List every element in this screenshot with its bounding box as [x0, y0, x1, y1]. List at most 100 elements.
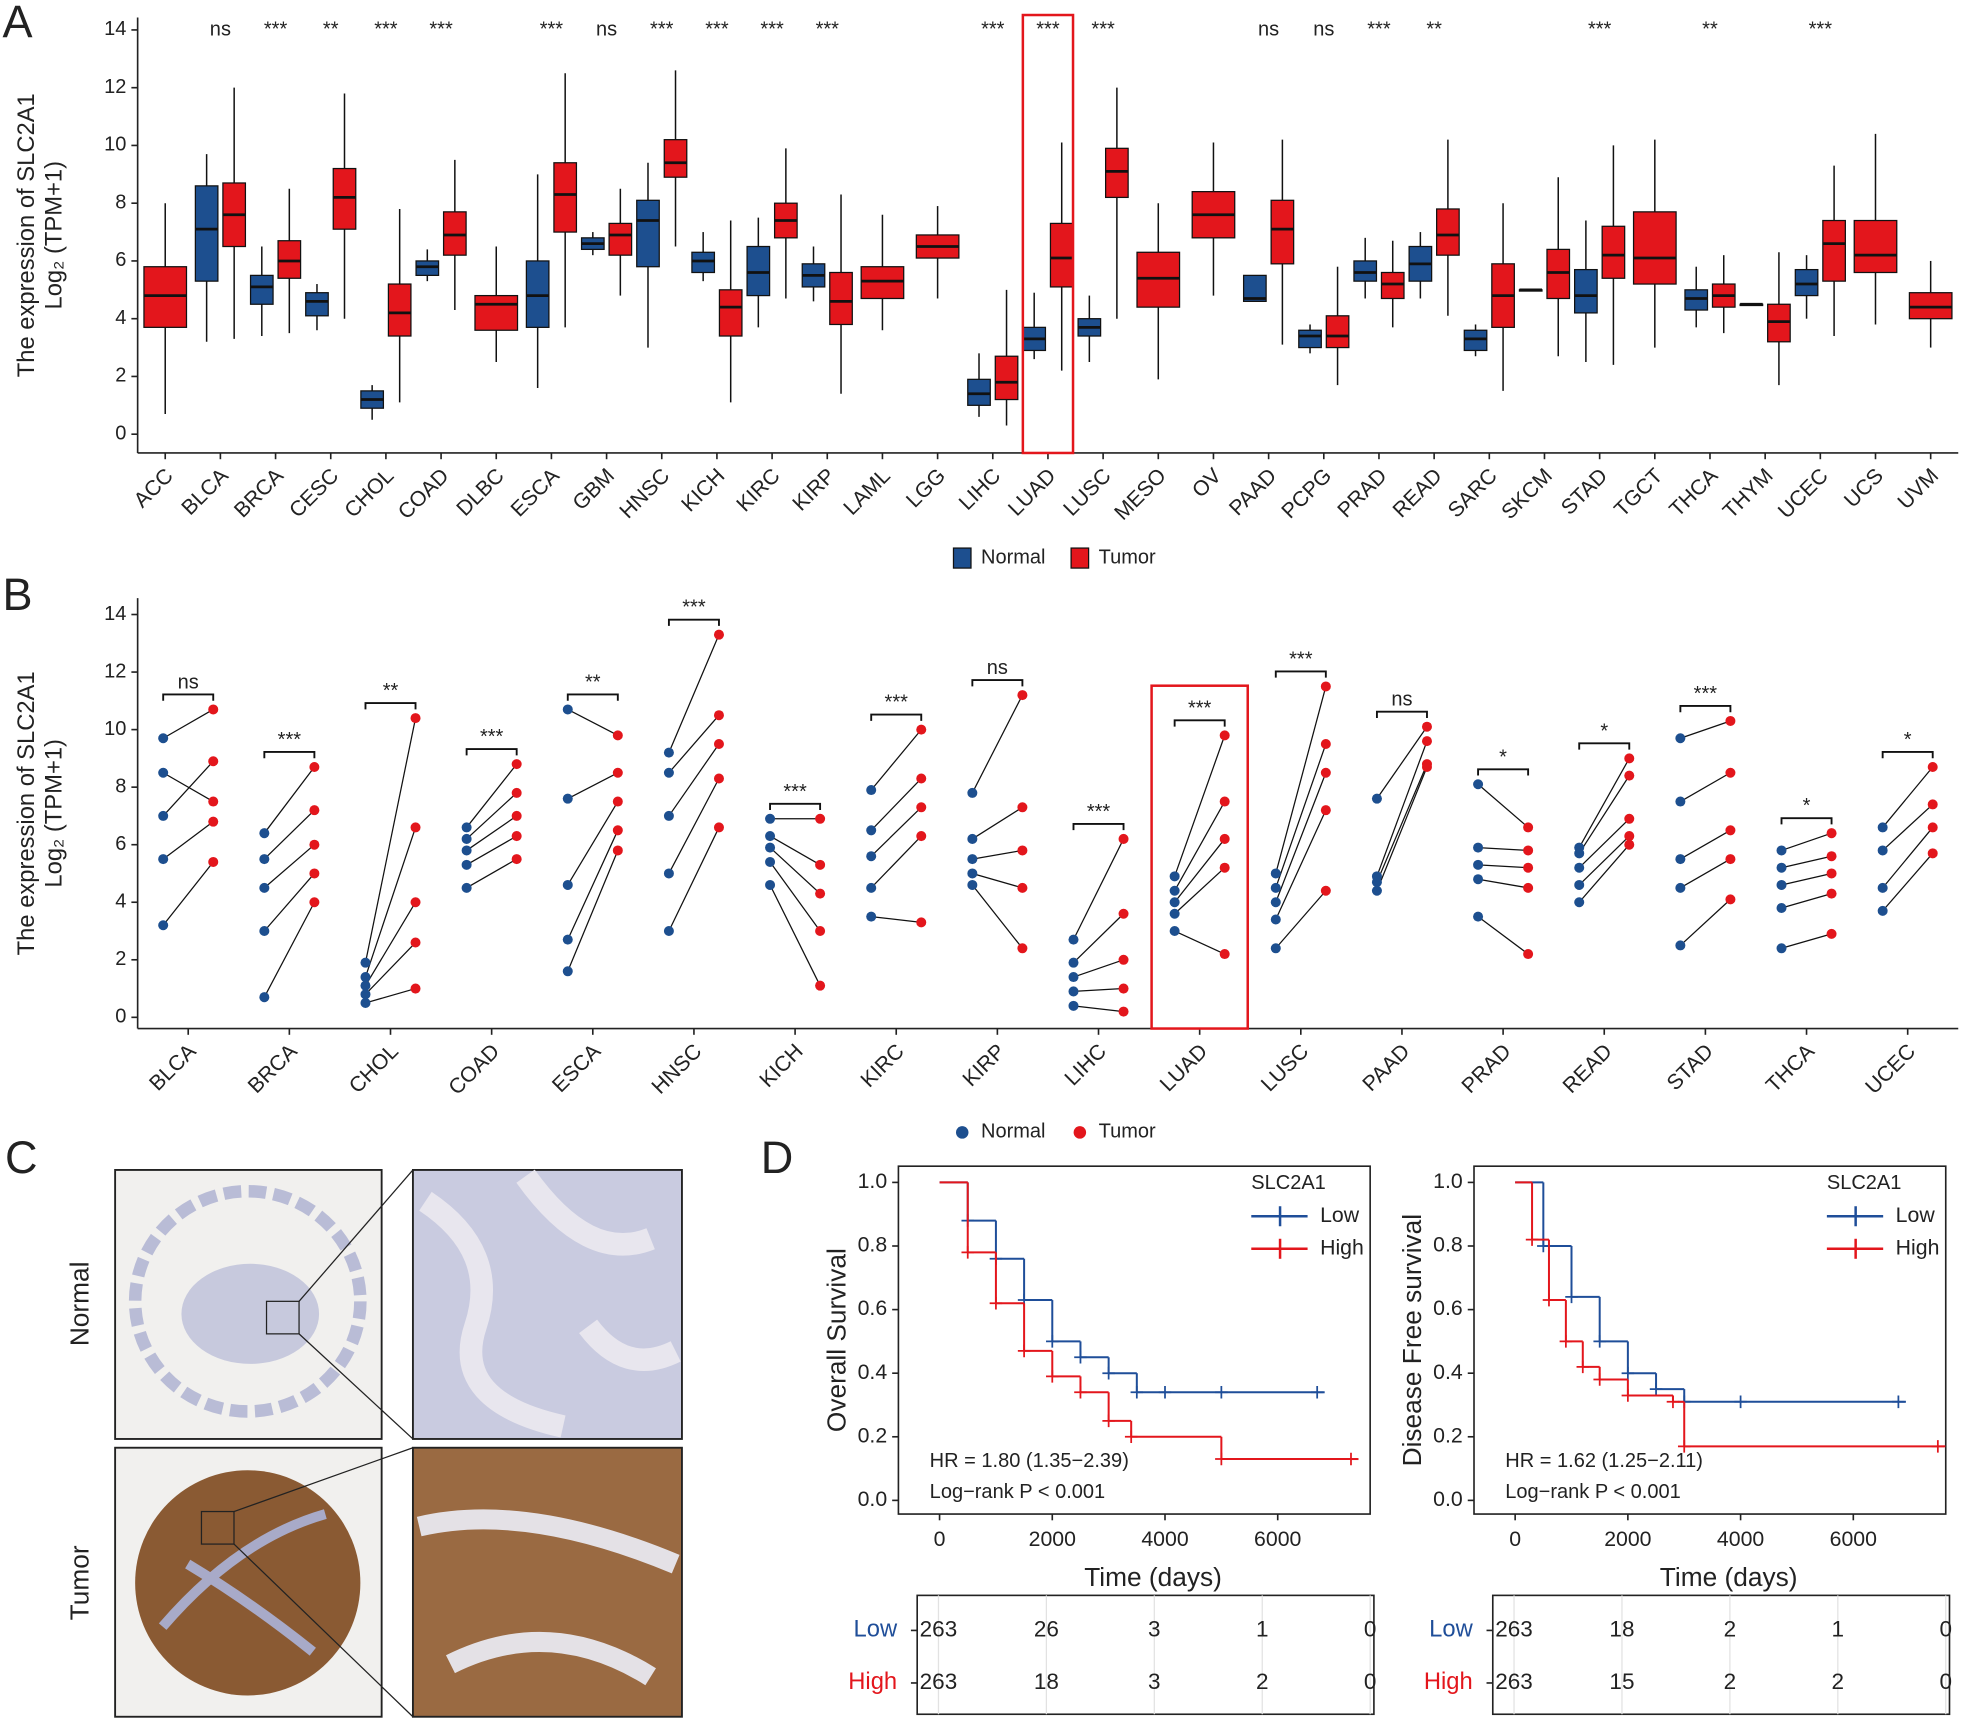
- bracket: [1477, 768, 1530, 776]
- x-tick-label: OV: [1187, 463, 1226, 502]
- box: [691, 251, 716, 274]
- x-tick-label: SARC: [1443, 464, 1502, 523]
- pair-line: [1478, 864, 1529, 869]
- point: [1473, 859, 1484, 870]
- pair-line: [263, 873, 315, 932]
- y-axis-label: The expression of SLC2A1: [13, 671, 40, 955]
- pair-line: [1376, 740, 1428, 877]
- x-tick-label: THCA: [1761, 1039, 1819, 1097]
- point: [1371, 793, 1382, 804]
- pair-line: [668, 778, 720, 874]
- pair-line: [1477, 916, 1529, 955]
- x-tick-label: LAML: [839, 463, 895, 519]
- censor: [1621, 1389, 1635, 1402]
- y-tick-label: 0.8: [858, 1233, 888, 1257]
- censor: [1310, 1386, 1324, 1399]
- pair-line: [162, 708, 214, 739]
- point: [1826, 888, 1837, 899]
- point: [663, 767, 674, 778]
- point: [1219, 862, 1230, 873]
- pair-line: [1478, 846, 1529, 852]
- panel-label: D: [761, 1132, 794, 1183]
- point: [916, 917, 927, 928]
- point: [158, 920, 169, 931]
- x-tick-label: BRCA: [229, 463, 288, 522]
- box: [1298, 329, 1322, 349]
- point: [1624, 813, 1635, 824]
- risk-count: 26: [1034, 1616, 1059, 1641]
- legend-swatch: [955, 1126, 969, 1139]
- pair-line: [1680, 829, 1731, 860]
- point: [1877, 882, 1888, 893]
- point: [1219, 796, 1230, 807]
- highlight-box: [1021, 13, 1075, 455]
- significance: **: [323, 18, 339, 40]
- censor: [1931, 1440, 1945, 1453]
- point: [1523, 822, 1534, 833]
- point: [815, 888, 826, 899]
- pair-line: [1275, 743, 1327, 889]
- censor: [1046, 1335, 1059, 1348]
- pair-line: [1578, 818, 1630, 869]
- point: [1118, 983, 1129, 994]
- box: [1463, 329, 1488, 352]
- censor: [1074, 1351, 1087, 1364]
- risk-count: 263: [920, 1669, 958, 1694]
- x-axis-label: Time (days): [1084, 1562, 1222, 1592]
- point: [1927, 822, 1938, 833]
- point: [1320, 885, 1331, 896]
- x-tick-label: THCA: [1665, 463, 1723, 521]
- pair-line: [1275, 686, 1327, 874]
- y-tick-label: 0.6: [858, 1296, 888, 1320]
- point: [410, 937, 421, 948]
- bracket: [1881, 751, 1934, 759]
- point: [1927, 762, 1938, 773]
- censor: [1593, 1335, 1606, 1348]
- risk-row-label: Low: [854, 1616, 898, 1643]
- risk-count: 0: [1939, 1616, 1952, 1641]
- point: [1675, 854, 1686, 865]
- pair-line: [972, 872, 1023, 889]
- pair-line: [162, 772, 214, 803]
- point: [1068, 972, 1079, 983]
- box: [1794, 268, 1819, 297]
- risk-table-frame: [916, 1594, 1375, 1716]
- censor: [1537, 1239, 1550, 1253]
- risk-count: 2: [1256, 1669, 1269, 1694]
- censor: [1621, 1366, 1635, 1380]
- significance: ***: [1809, 18, 1833, 40]
- pair-line: [1477, 783, 1529, 828]
- bracket: [263, 751, 316, 759]
- pair-line: [668, 743, 720, 817]
- point: [866, 785, 877, 796]
- pair-line: [870, 835, 922, 889]
- pair-line: [1174, 801, 1226, 892]
- point: [612, 825, 623, 836]
- point: [1118, 954, 1129, 965]
- significance: *: [1600, 720, 1608, 742]
- pair-line: [1680, 772, 1731, 803]
- y-tick-label: 4: [115, 891, 126, 913]
- point: [1624, 753, 1635, 764]
- risk-count: 18: [1609, 1616, 1634, 1641]
- legend-label: Normal: [981, 546, 1046, 568]
- pair-line: [263, 809, 315, 860]
- point: [713, 738, 724, 749]
- censor: [1102, 1414, 1115, 1428]
- point: [1624, 839, 1635, 850]
- x-tick-label: PAAD: [1224, 464, 1281, 521]
- pair-line: [971, 694, 1023, 794]
- point: [1675, 733, 1686, 744]
- x-tick-label: READ: [1558, 1039, 1617, 1098]
- point: [562, 704, 573, 715]
- legend-label: High: [1896, 1235, 1940, 1259]
- box: [1380, 271, 1405, 300]
- y-tick-label: 0.2: [858, 1423, 888, 1447]
- point: [1877, 822, 1888, 833]
- significance: *: [1499, 746, 1507, 768]
- pair-line: [1882, 827, 1934, 889]
- box: [194, 185, 219, 282]
- pair-line: [1174, 930, 1225, 955]
